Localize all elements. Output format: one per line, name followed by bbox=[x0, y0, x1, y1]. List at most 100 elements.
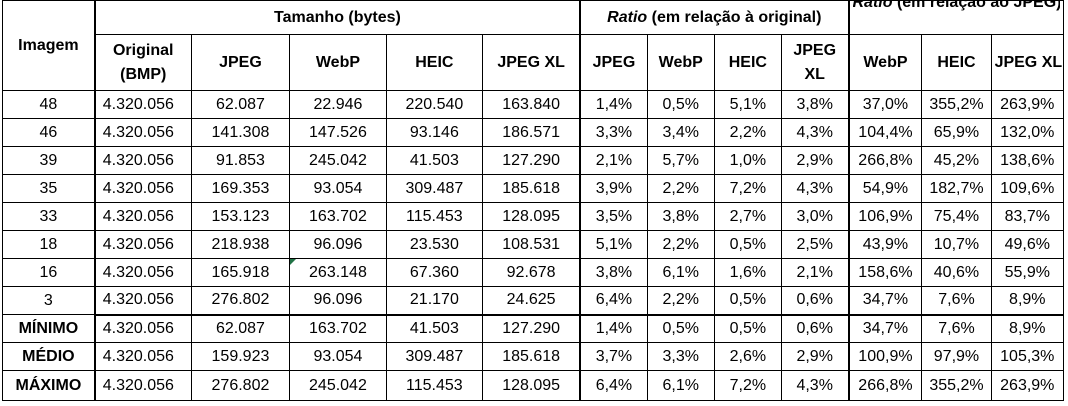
jpegrel-jxl-cell: 109,6% bbox=[990, 174, 1065, 203]
original-bmp-cell: 4.320.056 bbox=[93, 174, 192, 203]
size-heic-cell: 23.530 bbox=[385, 230, 484, 259]
jpegrel-jxl-cell: 105,3% bbox=[990, 342, 1065, 371]
jpegrel-heic-cell: 40,6% bbox=[921, 258, 992, 287]
ratio-jxl-cell: 2,5% bbox=[780, 230, 850, 259]
size-jxl-cell: 128.095 bbox=[482, 370, 582, 401]
jpegrel-jxl-cell: 138,6% bbox=[990, 146, 1065, 175]
jpegrel-jxl-cell: 55,9% bbox=[990, 258, 1065, 287]
ratio-jxl-cell: 2,9% bbox=[780, 342, 850, 371]
jpegrel-jxl-cell: 8,9% bbox=[990, 313, 1065, 343]
imagem-cell: 33 bbox=[1, 202, 96, 231]
ratio-jpeg-cell: 3,3% bbox=[579, 118, 648, 147]
col-jpegrel-heic: HEIC bbox=[921, 34, 992, 91]
original-bmp-cell: 4.320.056 bbox=[93, 202, 192, 231]
jpegrel-webp-cell: 34,7% bbox=[847, 313, 923, 343]
jpegrel-jxl-cell: 49,6% bbox=[990, 230, 1065, 259]
size-webp-cell: 245.042 bbox=[289, 146, 387, 175]
jpegrel-heic-cell: 7,6% bbox=[921, 313, 992, 343]
ratio-heic-cell: 7,2% bbox=[713, 174, 782, 203]
size-webp-cell: 22.946 bbox=[289, 90, 387, 119]
ratio-heic-cell: 2,7% bbox=[713, 202, 782, 231]
ratio-webp-cell: 3,8% bbox=[646, 202, 715, 231]
ratio-jpeg-cell: 6,4% bbox=[579, 286, 648, 315]
jpegrel-heic-cell: 10,7% bbox=[921, 230, 992, 259]
jpegrel-heic-cell: 97,9% bbox=[921, 342, 992, 371]
ratio-heic-cell: 7,2% bbox=[713, 370, 782, 401]
ratio-jpeg-rest: (em relação ao JPEG) bbox=[892, 0, 1060, 11]
col-ratio-heic: HEIC bbox=[713, 34, 782, 91]
ratio-original-group-header: Ratio (em relação à original) bbox=[579, 0, 850, 35]
jpegrel-jxl-cell: 132,0% bbox=[990, 118, 1065, 147]
col-original-bmp: Original (BMP) bbox=[94, 34, 192, 91]
size-heic-cell: 309.487 bbox=[385, 342, 484, 371]
size-webp-cell: 96.096 bbox=[289, 230, 387, 259]
size-webp-cell: 93.054 bbox=[289, 342, 387, 371]
col-jpegrel-jxl: JPEG XL bbox=[990, 34, 1065, 91]
col-size-jpeg: JPEG bbox=[190, 34, 291, 91]
ratio-heic-cell: 5,1% bbox=[713, 90, 782, 119]
ratio-jxl-cell: 3,0% bbox=[780, 202, 850, 231]
size-jpeg-cell: 276.802 bbox=[190, 286, 291, 315]
jpegrel-webp-cell: 100,9% bbox=[847, 342, 923, 371]
ratio-italic: Ratio bbox=[852, 0, 893, 11]
original-bmp-cell: 4.320.056 bbox=[93, 342, 192, 371]
ratio-jpeg-cell: 2,1% bbox=[579, 146, 648, 175]
size-jpeg-cell: 153.123 bbox=[190, 202, 291, 231]
original-bmp-cell: 4.320.056 bbox=[93, 313, 192, 343]
ratio-heic-cell: 0,5% bbox=[713, 313, 782, 343]
size-jpeg-cell: 159.923 bbox=[190, 342, 291, 371]
col-size-webp: WebP bbox=[289, 34, 387, 91]
imagem-header: Imagem bbox=[1, 0, 96, 91]
jpegrel-webp-cell: 158,6% bbox=[847, 258, 923, 287]
imagem-cell: 46 bbox=[1, 118, 96, 147]
ratio-jpeg-cell: 1,4% bbox=[579, 90, 648, 119]
summary-row: MÍNIMO 4.320.056 62.087 163.702 41.503 127.29… bbox=[1, 313, 1065, 343]
ratio-jpeg-cell: 1,4% bbox=[579, 313, 648, 343]
size-webp-cell: 147.526 bbox=[289, 118, 387, 147]
jpegrel-jxl-cell: 83,7% bbox=[990, 202, 1065, 231]
jpegrel-jxl-cell: 263,9% bbox=[990, 90, 1065, 119]
ratio-italic: Ratio bbox=[607, 8, 648, 26]
ratio-jxl-cell: 0,6% bbox=[780, 286, 850, 315]
jpegrel-webp-cell: 266,8% bbox=[847, 146, 923, 175]
ratio-webp-cell: 2,2% bbox=[646, 230, 715, 259]
jpegrel-webp-cell: 104,4% bbox=[847, 118, 923, 147]
ratio-jpeg-cell: 3,7% bbox=[579, 342, 648, 371]
col-ratio-jxl: JPEG XL bbox=[780, 34, 850, 91]
table-row: 16 4.320.056 165.918 263.148 67.360 92.678 3,8… bbox=[1, 258, 1065, 287]
header-row-columns: Original (BMP) JPEG WebP HEIC JPEG XL JP… bbox=[3, 34, 1065, 91]
jpegrel-jxl-cell: 263,9% bbox=[990, 370, 1065, 401]
table-row: 3 4.320.056 276.802 96.096 21.170 24.625 6,4% 2… bbox=[1, 286, 1065, 315]
summary-label: MÍNIMO bbox=[1, 314, 96, 343]
size-jpeg-cell: 62.087 bbox=[190, 90, 291, 119]
size-jxl-cell: 186.571 bbox=[482, 118, 582, 147]
table-row: 33 4.320.056 153.123 163.702 115.453 128.095 3… bbox=[1, 202, 1065, 231]
table-row: 35 4.320.056 169.353 93.054 309.487 185.618 3,… bbox=[1, 174, 1065, 203]
size-webp-cell: 245.042 bbox=[289, 370, 387, 401]
jpegrel-jxl-cell: 8,9% bbox=[990, 286, 1065, 315]
ratio-heic-cell: 2,6% bbox=[713, 342, 782, 371]
table-row: 39 4.320.056 91.853 245.042 41.503 127.290 2,1… bbox=[1, 146, 1065, 175]
jpegrel-heic-cell: 75,4% bbox=[921, 202, 992, 231]
ratio-webp-cell: 0,5% bbox=[646, 90, 715, 119]
original-bmp-cell: 4.320.056 bbox=[93, 230, 192, 259]
jpegrel-webp-cell: 54,9% bbox=[847, 174, 923, 203]
size-jpeg-cell: 169.353 bbox=[190, 174, 291, 203]
original-bmp-cell: 4.320.056 bbox=[93, 370, 192, 401]
jpegrel-heic-cell: 355,2% bbox=[921, 370, 992, 401]
ratio-jxl-cell: 3,8% bbox=[780, 90, 850, 119]
ratio-jxl-cell: 2,9% bbox=[780, 146, 850, 175]
ratio-webp-cell: 6,1% bbox=[646, 258, 715, 287]
col-ratio-jpeg: JPEG bbox=[579, 34, 648, 91]
ratio-jpeg-cell: 3,8% bbox=[579, 258, 648, 287]
size-jpeg-cell: 141.308 bbox=[190, 118, 291, 147]
data-rows: 48 4.320.056 62.087 22.946 220.540 163.840 1,4… bbox=[1, 90, 1065, 315]
imagem-cell: 3 bbox=[1, 286, 96, 315]
original-bmp-cell: 4.320.056 bbox=[93, 146, 192, 175]
ratio-webp-cell: 2,2% bbox=[646, 174, 715, 203]
jpegrel-heic-cell: 65,9% bbox=[921, 118, 992, 147]
ratio-heic-cell: 0,5% bbox=[713, 230, 782, 259]
ratio-webp-cell: 0,5% bbox=[646, 313, 715, 343]
ratio-jpeg-cell: 5,1% bbox=[579, 230, 648, 259]
